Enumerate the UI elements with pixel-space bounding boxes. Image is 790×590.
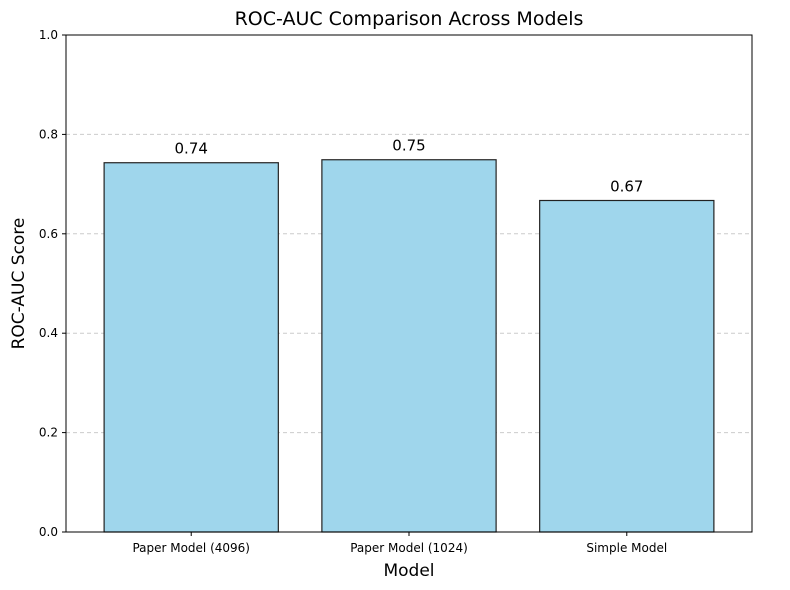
x-axis-label: Model: [383, 561, 434, 581]
x-tick-label: Paper Model (4096): [132, 541, 250, 555]
x-axis: Paper Model (4096) Paper Model (1024) Simp…: [132, 532, 667, 555]
y-tick-label: 0.0: [39, 525, 58, 539]
y-tick-label: 1.0: [39, 28, 58, 42]
x-tick-label: Paper Model (1024): [350, 541, 468, 555]
y-axis: 0.0 0.2 0.4 0.6 0.8 1.0: [39, 28, 66, 539]
bar-value-label: 0.67: [610, 178, 643, 196]
y-tick-label: 0.8: [39, 127, 58, 141]
bar: [103, 162, 279, 533]
y-tick-label: 0.4: [39, 326, 58, 340]
x-tick-label: Simple Model: [586, 541, 667, 555]
bar-value-label: 0.75: [392, 137, 425, 155]
bars: [103, 159, 715, 533]
bar: [321, 159, 497, 533]
y-tick-label: 0.6: [39, 227, 58, 241]
bar-value-label: 0.74: [175, 140, 208, 158]
chart-title: ROC-AUC Comparison Across Models: [235, 8, 584, 30]
data-labels: 0.74 0.75 0.67: [175, 137, 644, 196]
y-axis-label: ROC-AUC Score: [9, 218, 29, 350]
bar: [539, 199, 715, 533]
y-tick-label: 0.2: [39, 426, 58, 440]
